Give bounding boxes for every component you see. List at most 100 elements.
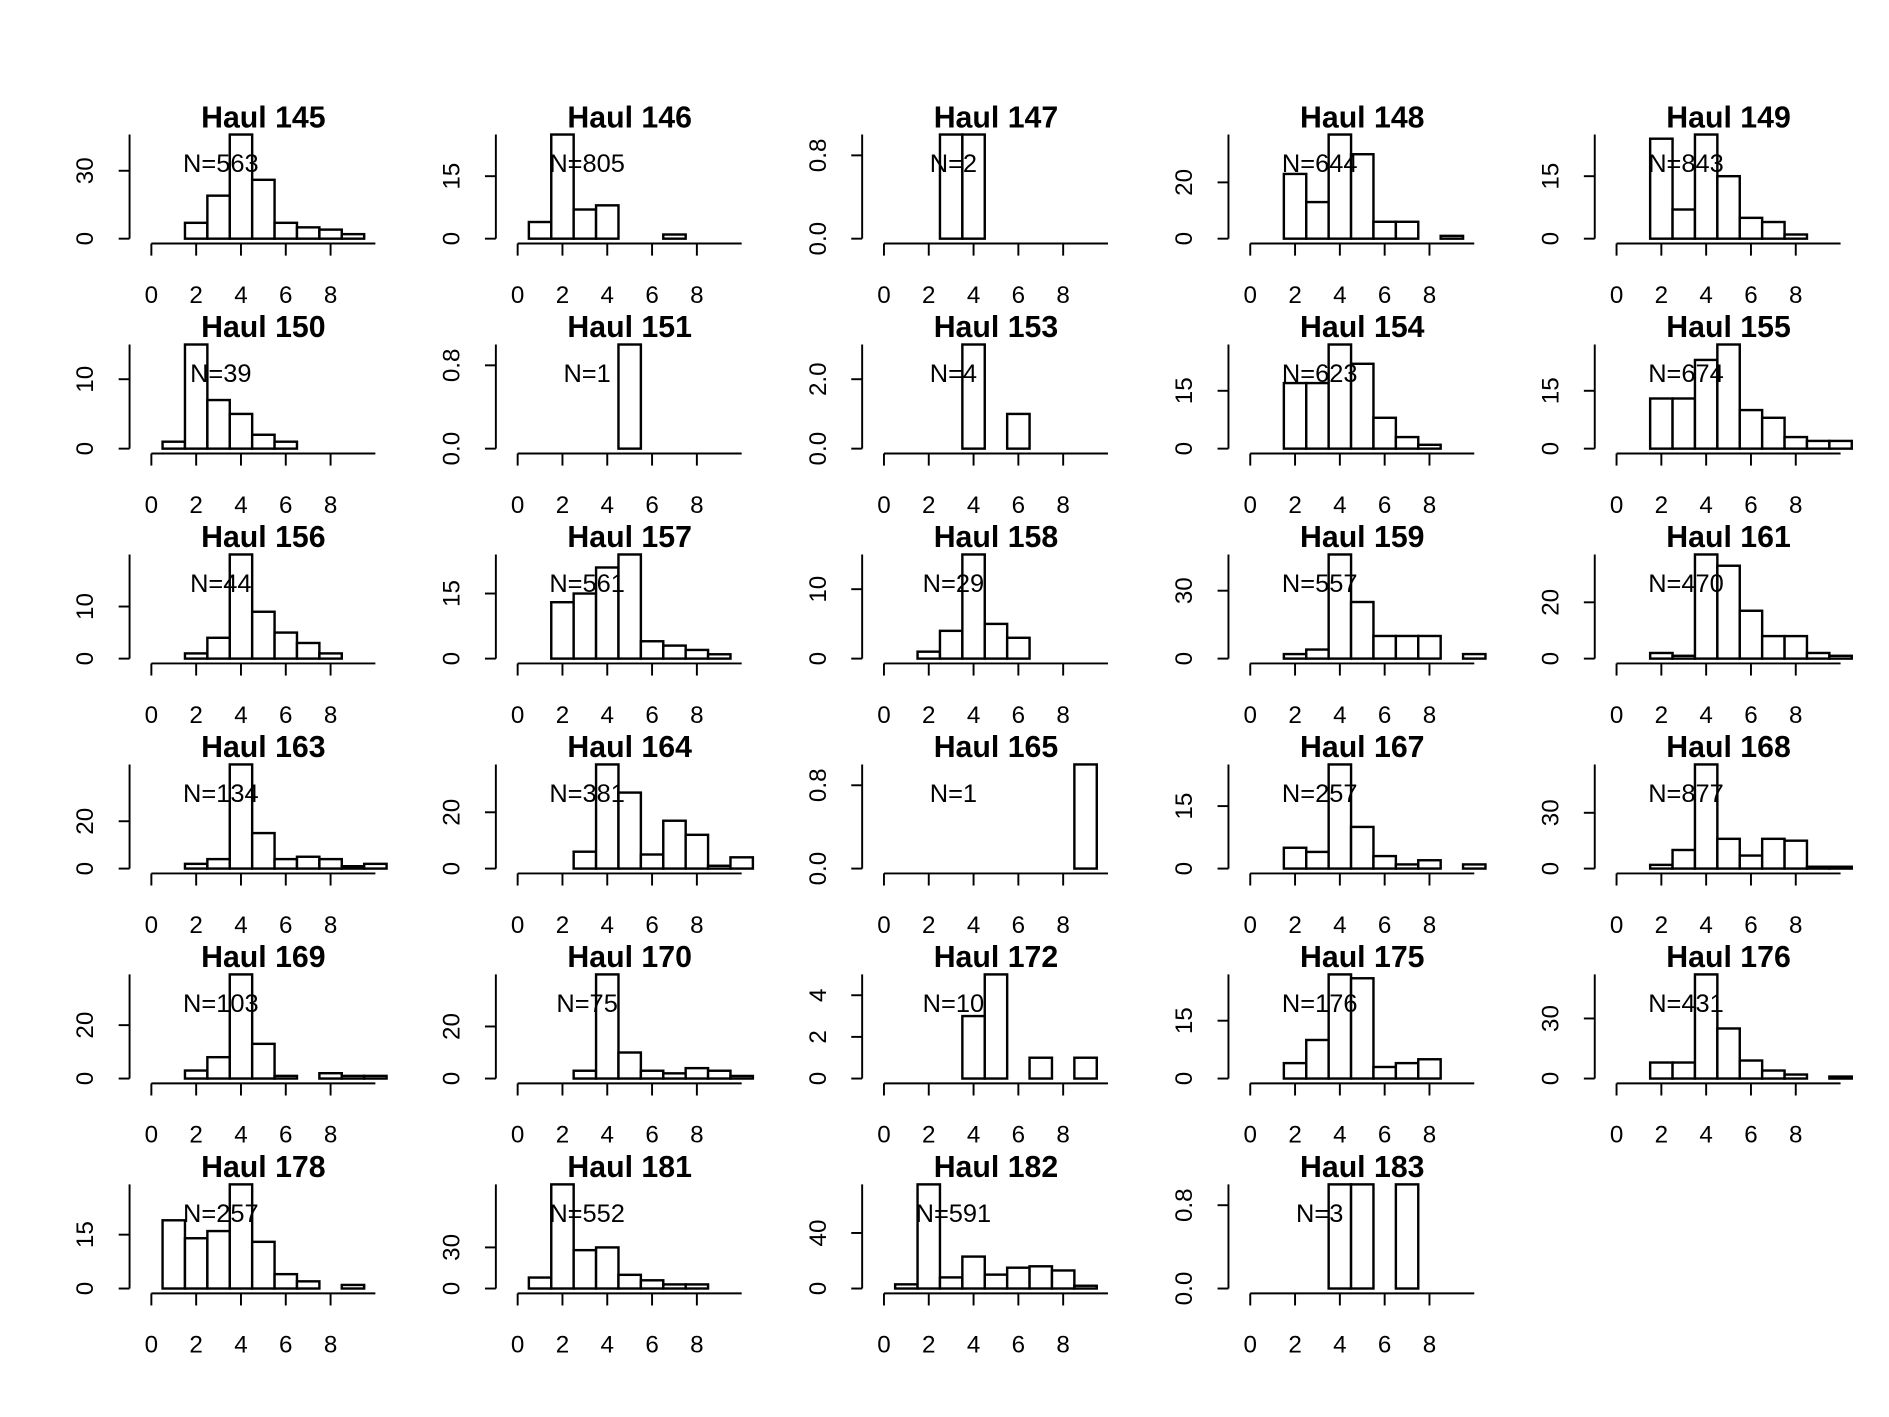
bar bbox=[1738, 609, 1764, 660]
x-tick-label: 0 bbox=[877, 1332, 890, 1359]
bar bbox=[706, 864, 732, 870]
y-tick-label: 0.8 bbox=[1171, 1188, 1198, 1222]
panel-title: Haul 164 bbox=[567, 731, 692, 764]
x-tick-label: 4 bbox=[234, 912, 247, 939]
y-tick-label: 0.0 bbox=[805, 852, 832, 886]
x-tick-label: 6 bbox=[645, 1122, 658, 1149]
panel-title: Haul 175 bbox=[1300, 941, 1425, 974]
histogram-panel: Haul 147 0 2 4 6 8 0.0 0.8 N=2 bbox=[805, 101, 1108, 309]
bar bbox=[527, 220, 553, 240]
y-tick-label: 0 bbox=[72, 862, 99, 875]
x-tick-label: 2 bbox=[189, 1332, 202, 1359]
bar bbox=[1394, 435, 1420, 450]
bar bbox=[228, 763, 254, 870]
panel-title: Haul 178 bbox=[201, 1151, 325, 1184]
y-tick-label: 0 bbox=[805, 1282, 832, 1295]
bar bbox=[250, 831, 276, 870]
bar bbox=[228, 973, 254, 1080]
x-tick-label: 2 bbox=[556, 912, 569, 939]
x-tick-label: 2 bbox=[1288, 1332, 1301, 1359]
y-tick-label: 30 bbox=[1171, 577, 1198, 604]
y-tick-label: 40 bbox=[805, 1220, 832, 1247]
x-tick-label: 2 bbox=[556, 1332, 569, 1359]
x-tick-label: 4 bbox=[967, 1332, 980, 1359]
annotation: N=557 bbox=[1282, 570, 1358, 598]
x-tick-label: 8 bbox=[1423, 1122, 1436, 1149]
x-tick-label: 4 bbox=[1699, 1122, 1712, 1149]
y-tick-label: 0.8 bbox=[805, 768, 832, 802]
bar bbox=[273, 631, 299, 660]
x-tick-label: 2 bbox=[189, 1122, 202, 1149]
bar bbox=[662, 819, 687, 870]
x-tick-label: 4 bbox=[601, 1332, 614, 1359]
x-tick-label: 6 bbox=[1744, 1122, 1757, 1149]
bar bbox=[250, 433, 276, 450]
x-tick-label: 4 bbox=[1333, 912, 1346, 939]
y-tick-label: 0 bbox=[72, 1282, 99, 1295]
bar bbox=[1828, 439, 1853, 450]
x-tick-label: 4 bbox=[601, 1122, 614, 1149]
bar bbox=[594, 1246, 620, 1290]
x-tick-label: 8 bbox=[324, 1332, 337, 1359]
bar bbox=[1439, 234, 1465, 240]
bar bbox=[1738, 854, 1764, 870]
panel-title: Haul 161 bbox=[1666, 521, 1791, 554]
annotation: N=134 bbox=[183, 780, 259, 808]
x-tick-label: 6 bbox=[279, 492, 292, 519]
bar bbox=[662, 1283, 687, 1290]
x-tick-label: 2 bbox=[189, 282, 202, 309]
x-tick-label: 2 bbox=[1655, 282, 1668, 309]
bar bbox=[1394, 634, 1420, 660]
bar bbox=[340, 1283, 366, 1290]
x-tick-label: 4 bbox=[1333, 1332, 1346, 1359]
bar bbox=[206, 636, 231, 660]
histogram-panel: Haul 183 0 2 4 6 8 0.0 0.8 N=3 bbox=[1171, 1151, 1475, 1359]
annotation: N=1 bbox=[563, 360, 610, 388]
bar bbox=[1648, 137, 1674, 240]
x-tick-label: 4 bbox=[1333, 492, 1346, 519]
annotation: N=431 bbox=[1648, 990, 1724, 1018]
y-tick-label: 0.0 bbox=[439, 432, 466, 466]
x-tick-label: 4 bbox=[601, 492, 614, 519]
x-tick-label: 2 bbox=[1288, 492, 1301, 519]
bar bbox=[639, 1279, 665, 1290]
y-tick-label: 30 bbox=[1537, 799, 1564, 826]
histogram-panel: Haul 159 0 2 4 6 8 0 30 N=557 bbox=[1171, 521, 1487, 729]
bar bbox=[340, 232, 366, 240]
bar bbox=[1461, 863, 1487, 870]
x-tick-label: 8 bbox=[1423, 702, 1436, 729]
bar bbox=[1349, 600, 1375, 660]
panel-title: Haul 153 bbox=[934, 311, 1059, 344]
x-tick-label: 8 bbox=[690, 702, 703, 729]
x-tick-label: 8 bbox=[324, 1122, 337, 1149]
panel-title: Haul 151 bbox=[567, 311, 692, 344]
panel-title: Haul 165 bbox=[934, 731, 1059, 764]
x-tick-label: 8 bbox=[1789, 492, 1802, 519]
annotation: N=257 bbox=[1282, 780, 1358, 808]
bar bbox=[318, 228, 343, 240]
bar bbox=[183, 1237, 209, 1290]
x-tick-label: 0 bbox=[145, 282, 158, 309]
x-tick-label: 6 bbox=[1744, 282, 1757, 309]
bar bbox=[1671, 654, 1697, 660]
bar bbox=[706, 1069, 732, 1080]
x-tick-label: 8 bbox=[690, 1332, 703, 1359]
x-tick-label: 6 bbox=[645, 912, 658, 939]
panel-title: Haul 170 bbox=[567, 941, 692, 974]
y-tick-label: 30 bbox=[72, 157, 99, 184]
annotation: N=29 bbox=[923, 570, 984, 598]
x-tick-label: 0 bbox=[511, 1332, 524, 1359]
bar bbox=[684, 1066, 710, 1080]
bar bbox=[916, 650, 942, 660]
x-tick-label: 2 bbox=[1655, 1122, 1668, 1149]
bar bbox=[1372, 854, 1398, 870]
x-tick-label: 0 bbox=[511, 912, 524, 939]
x-tick-label: 6 bbox=[645, 702, 658, 729]
histogram-panel: Haul 168 0 2 4 6 8 0 30 N=877 bbox=[1537, 731, 1853, 939]
bar bbox=[1671, 397, 1697, 450]
bar bbox=[1828, 865, 1853, 870]
bar bbox=[729, 856, 755, 870]
x-tick-label: 6 bbox=[1378, 1122, 1391, 1149]
y-tick-label: 15 bbox=[439, 580, 466, 607]
bar bbox=[1738, 408, 1764, 450]
